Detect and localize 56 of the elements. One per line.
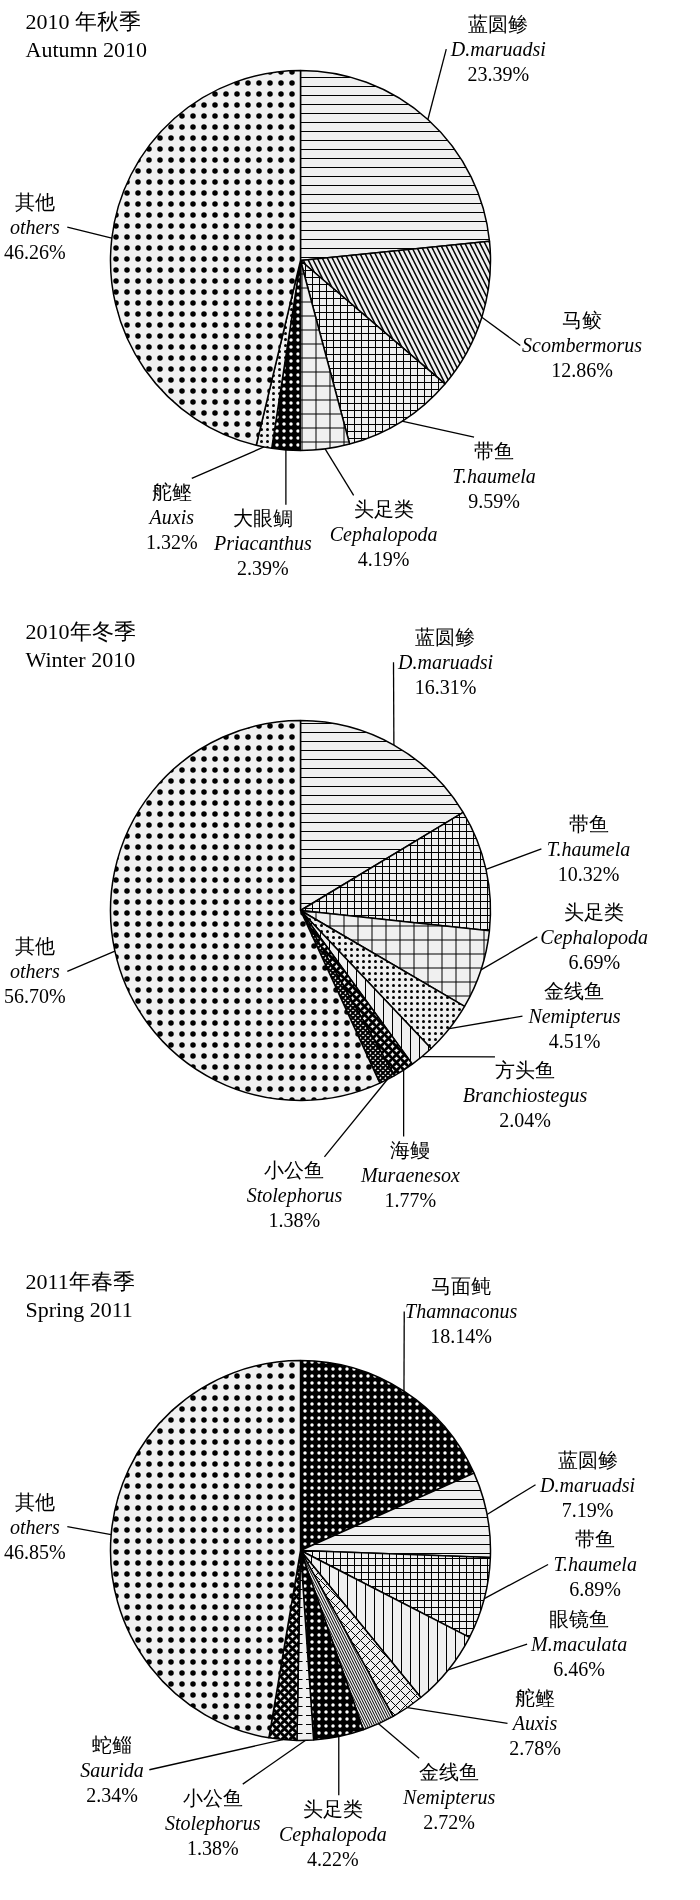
data-label: 6.89%: [569, 1578, 621, 1601]
slice-label: 眼镜鱼 M.maculata: [530, 1608, 628, 1656]
data-label: 18.14%: [430, 1325, 492, 1348]
data-label: 2.72%: [423, 1810, 475, 1833]
data-label: 6.69%: [568, 950, 621, 973]
slice-label: 海鳗 Muraenesox: [359, 1138, 460, 1186]
data-label: 1.77%: [384, 1188, 437, 1211]
slice-label: 蓝圆鲹 D.maruadsi: [449, 13, 546, 61]
data-label: 2.34%: [86, 1783, 138, 1806]
slice-label: 方头鱼 Branchiostegus: [462, 1059, 588, 1108]
slice-label: 蓝圆鲹 D.maruadsi: [396, 626, 494, 674]
data-label: 4.19%: [357, 547, 410, 570]
text: Winter 2010: [25, 646, 136, 672]
data-label: 2.04%: [499, 1109, 551, 1132]
slice-label: 其他 others: [9, 191, 61, 239]
data-label: 1.32%: [145, 530, 198, 553]
data-label: 1.38%: [186, 1836, 239, 1859]
slice-label: 小公鱼 Stolephorus: [165, 1786, 261, 1835]
data-label: 2.78%: [509, 1737, 561, 1760]
chart-title: 2010年冬季: [25, 618, 136, 644]
chart-title: 2011年春季: [25, 1268, 135, 1294]
data-label: 1.38%: [268, 1209, 321, 1232]
slice-label: 其他 others: [9, 1490, 61, 1538]
data-label: 46.26%: [4, 241, 66, 264]
data-label: 9.59%: [468, 489, 520, 512]
slice-label: 带鱼 T.haumela: [553, 1528, 637, 1576]
data-label: 4.51%: [548, 1030, 601, 1053]
data-label: 10.32%: [557, 862, 620, 885]
slice-label: 头足类 Cephalopoda: [278, 1797, 387, 1846]
data-label: 7.19%: [561, 1498, 614, 1521]
slice-label: 舵鲣 Auxis: [510, 1687, 558, 1735]
data-label: 6.46%: [553, 1658, 605, 1681]
data-label: 16.31%: [414, 676, 477, 699]
data-label: 46.85%: [4, 1540, 66, 1563]
chart-title: 2010 年秋季: [25, 8, 141, 34]
data-label: 4.22%: [307, 1847, 359, 1870]
slice-label: 舵鲣 Auxis: [147, 480, 195, 528]
slice-label: 马鲛 Scombermorus: [522, 309, 643, 357]
slice-label: 小公鱼 Stolephorus: [246, 1159, 343, 1208]
slice-label: 带鱼 T.haumela: [452, 439, 536, 487]
slice-label: 金线鱼 Nemipterus: [402, 1760, 496, 1809]
slice-label: 头足类 Cephalopoda: [540, 900, 649, 949]
slice-label: 金线鱼 Nemipterus: [527, 980, 621, 1029]
slice-label: 带鱼 T.haumela: [546, 812, 631, 860]
text: Spring 2011: [25, 1296, 133, 1322]
slice-label: 头足类 Cephalopoda: [329, 497, 438, 546]
slice-label: 蛇鲻 Saurida: [80, 1733, 144, 1781]
slice-label: 蓝圆鲹 D.maruadsi: [539, 1448, 636, 1496]
data-label: 2.39%: [237, 557, 289, 580]
slice-label: 其他 others: [9, 935, 61, 983]
data-label: 23.39%: [467, 63, 530, 86]
data-label: 12.86%: [551, 359, 613, 382]
slice-label: 大眼鲷 Priacanthus: [212, 507, 312, 555]
data-label: 56.70%: [4, 985, 66, 1008]
slice-label: 马面鲀 Thamnaconus: [405, 1275, 518, 1323]
text: Autumn 2010: [25, 36, 148, 62]
